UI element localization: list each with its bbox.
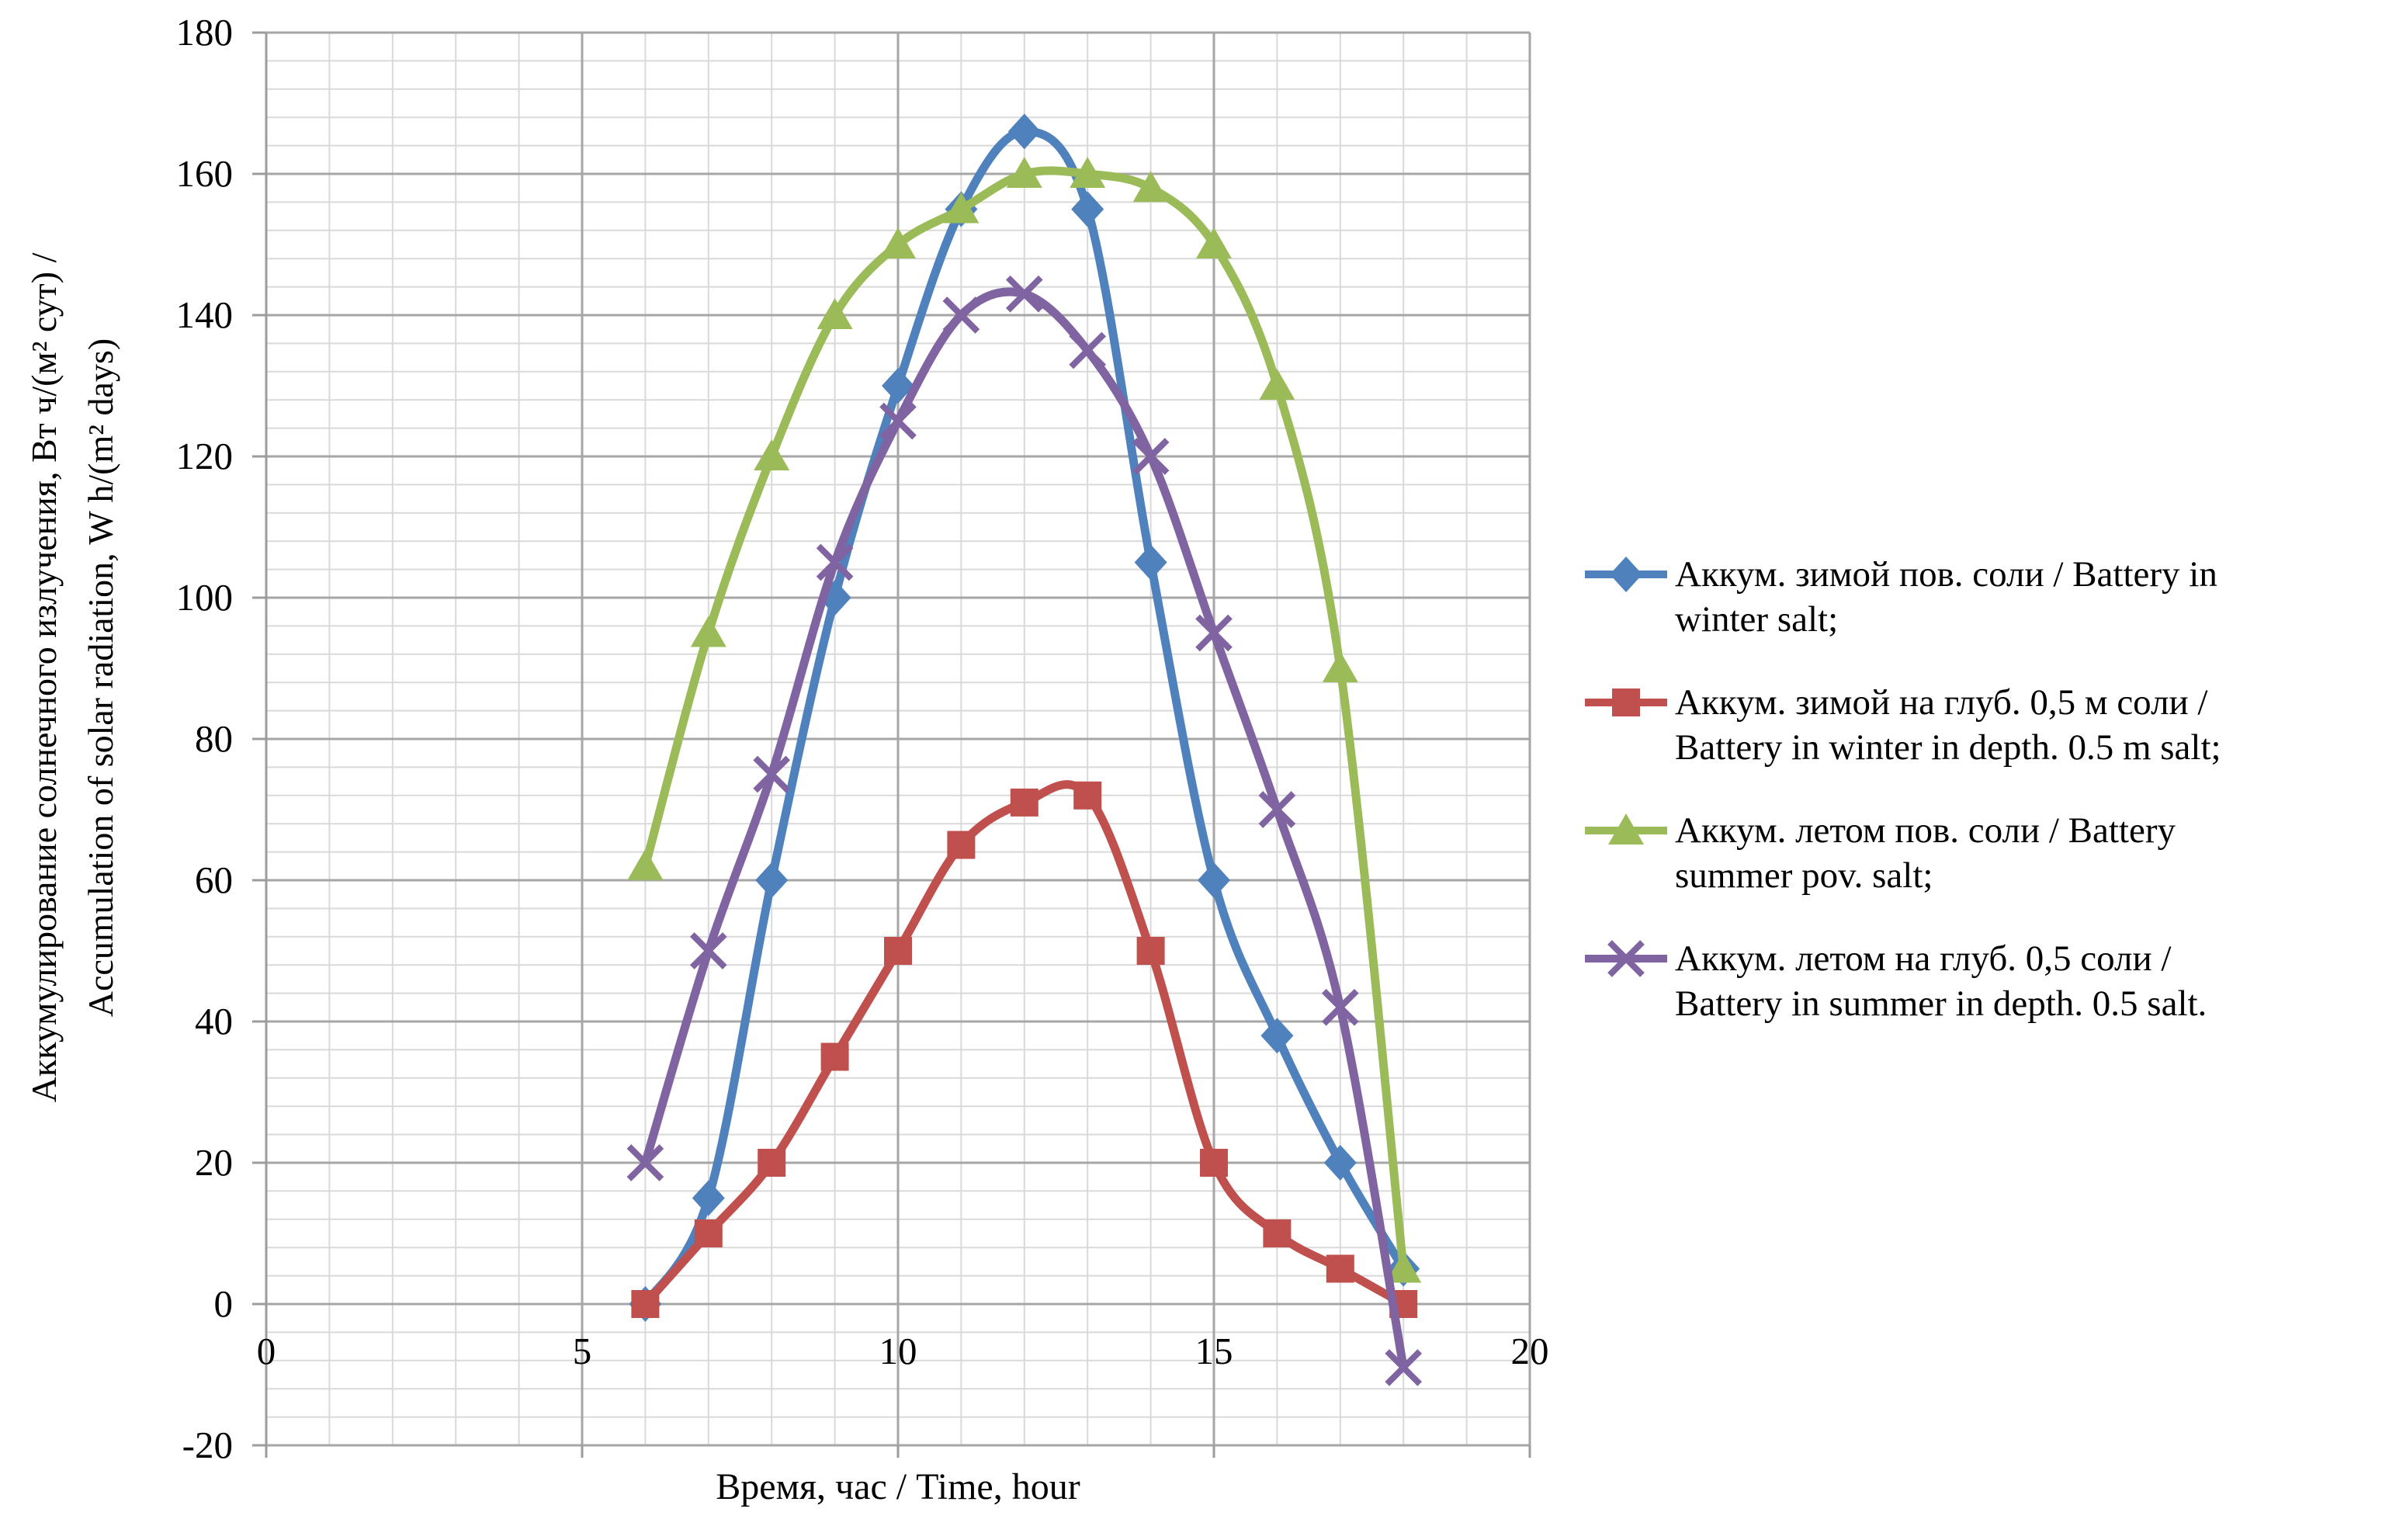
legend-label-line: Аккум. зимой на глуб. 0,5 м соли / [1675,682,2208,723]
legend-item-winter-surface: Аккум. зимой пов. соли / Battery in wint… [1583,552,2375,642]
legend-marker-square-icon [1585,688,1667,716]
legend-label: Аккум. летом на глуб. 0,5 соли / Battery… [1675,936,2207,1026]
legend-sample-winter-depth-05m-salt [1585,688,1667,716]
y-tick-label: 20 [195,1141,233,1184]
y-axis-title: Аккумулирование солнечного излучения, Вт… [16,84,129,1271]
y-tick-label: 80 [195,717,233,760]
series-winter-depth-05m-salt [631,780,1418,1318]
y-tick-label: 60 [195,858,233,901]
y-tick-label: 180 [175,11,234,54]
legend-label: Аккум. зимой пов. соли / Battery in wint… [1675,552,2217,642]
legend-label-line: Battery in summer in depth. 0.5 salt. [1675,983,2207,1024]
legend-marker-diamond-icon [1585,557,1667,592]
x-tick-label: 5 [572,1330,592,1372]
x-tick-label: 20 [1510,1330,1549,1372]
series-summer-depth-05-salt [626,275,1423,1386]
y-tick-label: 100 [175,576,234,619]
y-tick-label: 0 [213,1282,234,1325]
legend-label-line: Аккум. зимой пов. соли / Battery in [1675,554,2217,595]
legend-label: Аккум. летом пов. соли / Battery summer … [1675,808,2176,898]
y-tick-label: 120 [175,435,234,477]
y-axis-title-line-en: Accumulation of solar radiation, W h/(m²… [81,338,120,1018]
legend-sample-winter-surface-salt [1585,557,1667,592]
y-tick-label: -20 [182,1424,233,1466]
y-tick-label: 160 [175,152,234,195]
legend-item-summer-depth: Аккум. летом на глуб. 0,5 соли / Battery… [1583,936,2375,1026]
legend-sample-summer-depth-05-salt [1585,940,1667,977]
y-tick-label: 140 [175,293,234,336]
legend-label-line: summer pov. salt; [1675,855,1933,896]
legend-marker-x-icon [1585,940,1667,977]
x-axis-title: Время, час / Time, hour [716,1466,1080,1507]
y-axis-title-line-ru: Аккумулирование солнечного излучения, Вт… [24,252,64,1103]
legend-sample-summer-surface-salt [1585,813,1667,845]
series-summer-surface-salt [627,157,1422,1283]
legend-label-line: Аккум. летом пов. соли / Battery [1675,810,2176,851]
y-tick-label: 40 [195,1000,233,1042]
legend-label: Аккум. зимой на глуб. 0,5 м соли / Batte… [1675,680,2221,770]
x-tick-label: 10 [879,1330,917,1372]
legend-label-line: Аккум. летом на глуб. 0,5 соли / [1675,938,2172,979]
legend: Аккум. зимой пов. соли / Battery in wint… [1583,552,2375,1026]
series-winter-surface-salt [629,113,1420,1322]
axes [252,31,1531,1458]
legend-item-winter-depth: Аккум. зимой на глуб. 0,5 м соли / Batte… [1583,680,2375,770]
legend-label-line: winter salt; [1675,599,1839,640]
legend-marker-triangle-icon [1585,813,1667,845]
legend-label-line: Battery in winter in depth. 0.5 m salt; [1675,727,2221,768]
x-tick-label: 0 [256,1330,276,1372]
x-tick-label: 15 [1194,1330,1233,1372]
legend-item-summer-surface: Аккум. летом пов. соли / Battery summer … [1583,808,2375,898]
